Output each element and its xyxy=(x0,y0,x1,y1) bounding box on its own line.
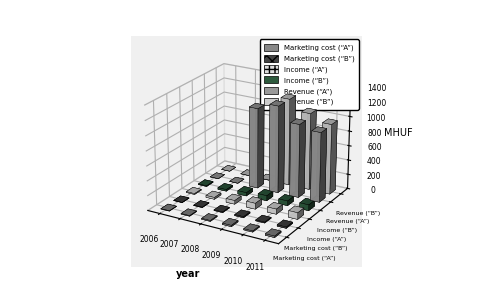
Legend: Marketing cost (“A”), Marketing cost (“B”), Income (“A”), Income (“B”), Revenue : Marketing cost (“A”), Marketing cost (“B… xyxy=(260,40,358,110)
X-axis label: year: year xyxy=(176,269,200,279)
